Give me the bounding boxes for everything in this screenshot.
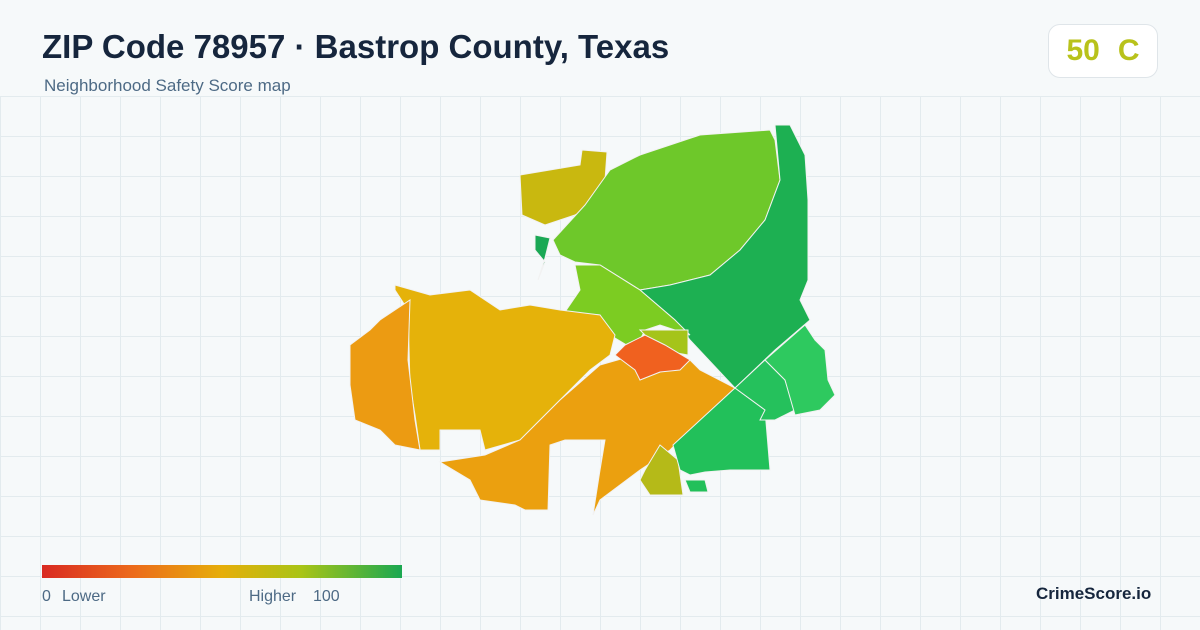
region [349,299,421,451]
legend-max-label: Higher [249,588,297,605]
legend-gradient [42,565,402,578]
title: ZIP Code 78957 · Bastrop County, Texas [42,28,670,65]
legend-max: 100 [313,588,340,605]
region [638,124,811,389]
region [764,324,836,416]
score-badge: 50 C [1048,24,1158,78]
score-grade: C [1117,34,1140,67]
subtitle: Neighborhood Safety Score map [44,76,291,95]
legend-min: 0 [42,588,51,605]
header: ZIP Code 78957 · Bastrop County, Texas N… [0,0,1200,96]
region [614,334,691,381]
region [684,479,709,493]
region [639,444,684,496]
brand: CrimeScore.io [1036,584,1152,603]
region [534,234,551,281]
score-value: 50 [1066,34,1100,67]
legend-min-label: Lower [62,588,106,605]
